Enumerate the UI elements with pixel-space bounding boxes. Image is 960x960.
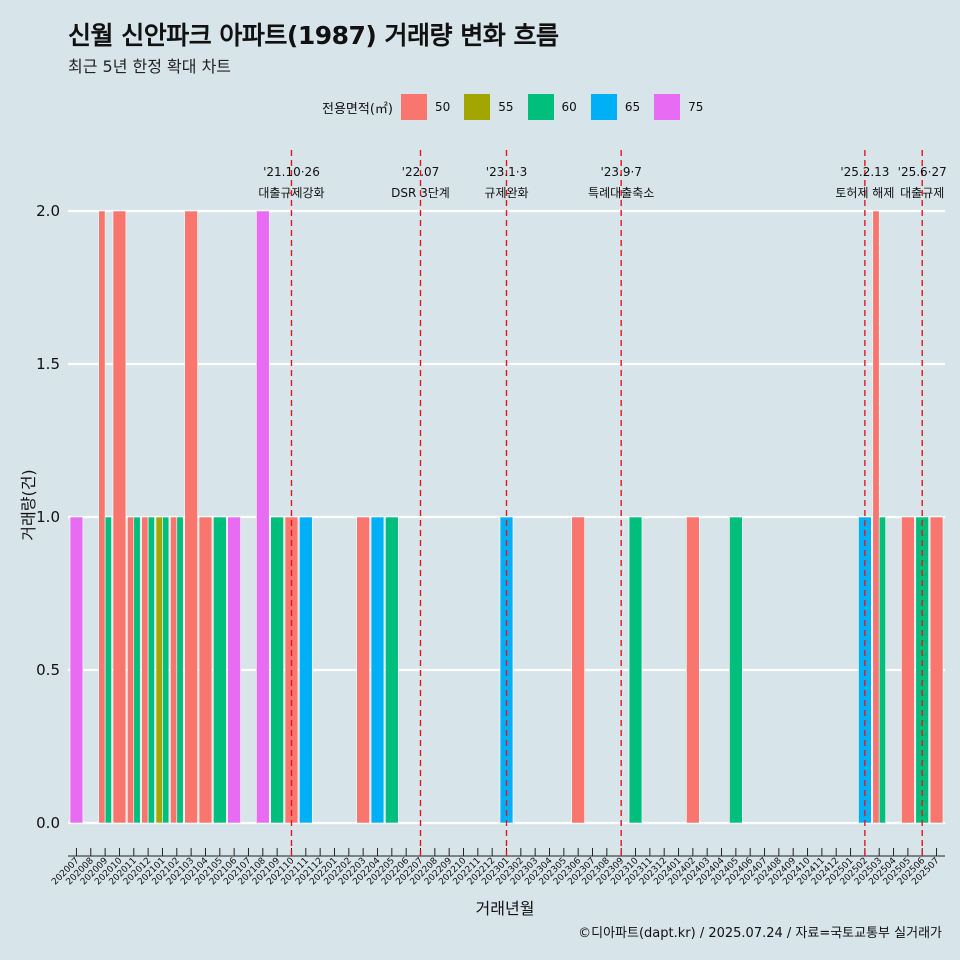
- legend-label-55: 55: [498, 100, 514, 114]
- bar-50-202010: [112, 210, 127, 824]
- legend-swatch-60: [527, 94, 554, 120]
- y-axis-title: 거래량(건): [19, 469, 38, 540]
- bar-60-202011: [133, 516, 141, 824]
- bar-55-202101: [155, 516, 163, 824]
- legend-title: 전용면적(㎡): [322, 101, 393, 117]
- bar-75-202106: [227, 516, 241, 824]
- legend-label-75: 75: [688, 100, 704, 114]
- legend-item-60: 60: [527, 94, 577, 120]
- legend: 전용면적(㎡) 50 55 60 65 75: [322, 93, 717, 121]
- bar-60-202205: [385, 516, 399, 824]
- bar-50-202009: [98, 210, 106, 824]
- bar-50-202102: [170, 516, 178, 824]
- bar-75-202108: [256, 210, 270, 824]
- bar-60-202310: [628, 516, 643, 824]
- bar-65-202111: [299, 516, 313, 824]
- legend-swatch-65: [590, 94, 617, 120]
- bar-60-202102: [176, 516, 184, 824]
- bar-50-202012: [141, 516, 149, 824]
- y-tick-label: 0.5: [36, 661, 60, 679]
- event-label-202309: 특례대출축소: [588, 186, 654, 200]
- event-date-202110: '21.10·26: [263, 165, 320, 179]
- event-date-202309: '23.9·7: [600, 165, 641, 179]
- legend-item-65: 65: [590, 94, 641, 120]
- y-tick-label: 1.0: [36, 508, 60, 526]
- event-label-202506: 대출규제: [900, 186, 944, 200]
- legend-swatch-55: [464, 94, 491, 120]
- bar-60-202012: [147, 516, 155, 824]
- bar-50-202103: [184, 210, 198, 824]
- event-date-202207: '22.07: [402, 165, 440, 179]
- bar-50-202505: [901, 516, 915, 824]
- source-caption: ©디아파트(dapt.kr) / 2025.07.24 / 자료=국토교통부 실…: [578, 926, 942, 941]
- bar-50-202203: [356, 516, 370, 824]
- legend-item-75: 75: [654, 94, 703, 120]
- bar-65-202204: [370, 516, 385, 824]
- y-tick-label: 1.5: [36, 355, 60, 373]
- bar-60-202109: [270, 516, 284, 824]
- bar-60-202101: [162, 516, 170, 824]
- legend-swatch-50: [400, 94, 427, 120]
- event-date-202301: '23.1·3: [486, 165, 527, 179]
- legend-item-50: 50: [400, 94, 451, 120]
- bar-50-202011: [127, 516, 135, 824]
- bar-50-202503: [872, 210, 880, 824]
- event-label-202502: 토허제 해제: [835, 186, 894, 200]
- bar-50-202104: [198, 516, 213, 824]
- y-tick-label: 2.0: [36, 202, 60, 220]
- legend-label-65: 65: [624, 100, 641, 114]
- legend-label-60: 60: [561, 100, 577, 114]
- event-label-202207: DSR 3단계: [391, 186, 450, 200]
- bar-60-202009: [104, 516, 112, 824]
- bar-60-202405: [729, 516, 743, 824]
- bar-75-202007: [69, 516, 84, 824]
- bar-50-202507: [929, 516, 944, 824]
- legend-item-55: 55: [464, 94, 514, 120]
- bar-60-202503: [878, 516, 886, 824]
- event-label-202301: 규제완화: [484, 186, 528, 200]
- legend-swatch-75: [654, 94, 681, 120]
- chart-title: 신월 신안파크 아파트(1987) 거래량 변화 흐름: [68, 21, 559, 50]
- chart-subtitle: 최근 5년 한정 확대 차트: [68, 57, 232, 76]
- legend-label-50: 50: [434, 100, 451, 114]
- y-tick-label: 0.0: [36, 814, 60, 832]
- bar-50-202306: [571, 516, 585, 824]
- event-label-202110: 대출규제강화: [258, 186, 324, 200]
- bar-50-202402: [686, 516, 700, 824]
- event-date-202506: '25.6·27: [898, 165, 947, 179]
- event-date-202502: '25.2.13: [840, 165, 889, 179]
- bar-60-202105: [213, 516, 227, 824]
- x-axis-title: 거래년월: [476, 899, 535, 918]
